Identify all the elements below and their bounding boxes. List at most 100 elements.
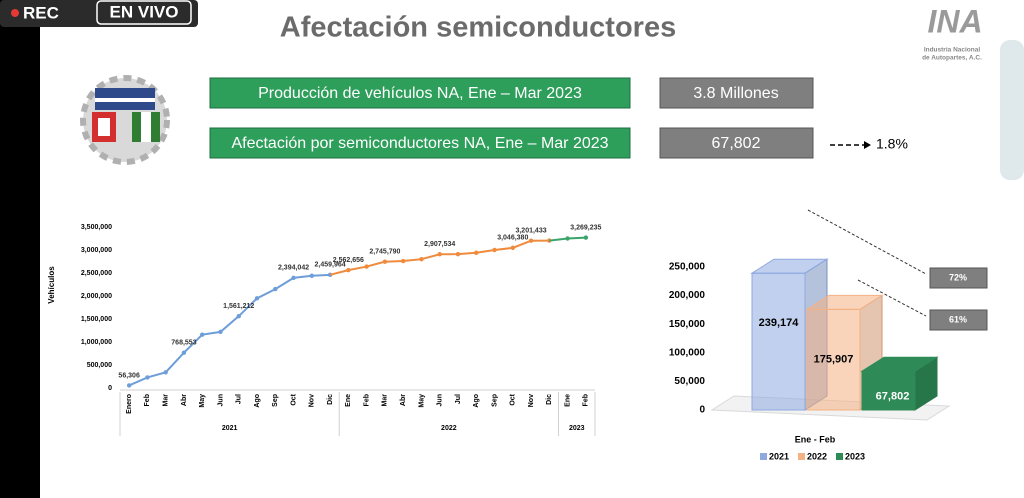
- line-point: [565, 236, 570, 241]
- line-point: [400, 258, 406, 264]
- bar: [806, 308, 861, 411]
- line-point: [309, 273, 315, 278]
- x-tick-label: Dic: [546, 394, 553, 405]
- data-label: 1,561,212: [223, 303, 254, 310]
- line-series: [348, 239, 550, 272]
- line-series: [567, 236, 586, 240]
- y-tick-label: 2,500,000: [81, 270, 112, 277]
- y-tick-label: 250,000: [669, 262, 706, 273]
- data-label: 3,269,235: [570, 224, 601, 231]
- x-tick-label: Feb: [363, 394, 370, 406]
- group-label: 2021: [222, 425, 238, 432]
- line-point: [382, 259, 388, 264]
- y-tick-label: 0: [108, 385, 112, 392]
- x-tick-label: Ene - Feb: [795, 434, 836, 444]
- line-point: [510, 245, 515, 251]
- row-note: 1.8%: [876, 136, 908, 152]
- row-label-box: [209, 77, 631, 109]
- note-arrow-head: [864, 141, 871, 149]
- x-tick-label: Abr: [400, 394, 407, 406]
- line-point: [492, 247, 497, 253]
- row-value: 67,802: [712, 135, 761, 152]
- x-tick-label: Nov: [309, 394, 316, 407]
- logo-text: Industria Nacional: [924, 47, 981, 54]
- line-point: [364, 264, 369, 269]
- y-tick-label: 3,500,000: [81, 224, 112, 231]
- x-tick-label: Ago: [473, 394, 480, 408]
- x-tick-label: Enero: [126, 394, 133, 414]
- legend-label: 2021: [769, 451, 789, 461]
- line-point: [181, 350, 187, 355]
- line-point: [346, 267, 351, 273]
- side-frame: [1000, 40, 1024, 180]
- row-label-box: [209, 127, 631, 159]
- y-axis-label: Vehículos: [47, 266, 56, 304]
- group-label: 2023: [569, 425, 585, 432]
- y-tick-label: 1,000,000: [81, 339, 112, 346]
- x-tick-label: Jul: [455, 394, 462, 404]
- line-point: [437, 252, 442, 257]
- slide-title: Afectación semiconductores: [280, 12, 676, 44]
- logo-text: de Autopartes, A.C.: [922, 55, 982, 62]
- data-label: 2,562,656: [333, 257, 364, 264]
- data-label: 2,394,042: [278, 265, 309, 272]
- row-value-box: [659, 127, 814, 159]
- bar: [751, 272, 806, 411]
- line-point: [145, 375, 150, 380]
- x-tick-label: Dic: [327, 394, 334, 405]
- line-point: [200, 332, 205, 337]
- y-tick-label: 200,000: [669, 290, 706, 301]
- x-tick-label: Feb: [144, 394, 151, 406]
- data-label: 239,174: [759, 317, 800, 329]
- x-tick-label: Abr: [181, 394, 188, 406]
- y-tick-label: 100,000: [669, 347, 706, 358]
- legend-swatch: [760, 453, 767, 460]
- line-point: [163, 370, 168, 375]
- x-tick-label: Jun: [217, 394, 224, 406]
- line-point: [273, 286, 278, 292]
- x-tick-label: Oct: [510, 393, 517, 405]
- line-point: [419, 257, 424, 262]
- line-point: [455, 251, 461, 257]
- row-label: Afectación por semiconductores NA, Ene –…: [231, 135, 608, 152]
- x-tick-label: Sep: [272, 394, 279, 407]
- y-tick-label: 0: [699, 405, 705, 416]
- line-point: [254, 296, 260, 301]
- row-value: 3.8 Millones: [693, 85, 778, 102]
- line-connector: [549, 237, 568, 242]
- annotation-box: [929, 309, 988, 331]
- annotation-box: [929, 267, 988, 289]
- gear-flags-icon: [80, 75, 170, 165]
- data-label: 67,802: [876, 391, 910, 403]
- y-tick-label: 1,500,000: [81, 316, 112, 323]
- legend-swatch: [798, 453, 805, 460]
- y-tick-label: 500,000: [87, 362, 112, 369]
- logo-mark: INA: [927, 3, 982, 39]
- y-tick-label: 2,000,000: [81, 293, 112, 300]
- data-label: 2,745,790: [369, 249, 400, 256]
- live-overlay: [0, 0, 198, 27]
- bar: [861, 370, 916, 411]
- data-label: 3,201,433: [515, 228, 546, 235]
- rec-dot: [11, 9, 19, 17]
- x-tick-label: May: [199, 394, 206, 408]
- row-label: Producción de vehículos NA, Ene – Mar 20…: [258, 85, 582, 102]
- line-point: [126, 383, 132, 388]
- data-label: 768,553: [171, 339, 196, 346]
- annotation-arrow: [807, 209, 927, 275]
- x-tick-label: May: [418, 394, 425, 408]
- x-tick-label: Feb: [583, 394, 590, 406]
- y-tick-label: 150,000: [669, 319, 706, 330]
- live-label: EN VIVO: [110, 2, 179, 21]
- x-tick-label: Ago: [254, 394, 261, 408]
- data-label: 2,459,964: [315, 262, 346, 269]
- slide-background: [40, 0, 1024, 498]
- annotation-arrow: [857, 279, 927, 317]
- line-point: [583, 235, 589, 240]
- line-point: [291, 275, 296, 281]
- annotation-label: 61%: [949, 314, 967, 324]
- x-tick-label: Mar: [382, 394, 389, 407]
- live-box: [96, 0, 192, 25]
- y-tick-label: 3,000,000: [81, 247, 112, 254]
